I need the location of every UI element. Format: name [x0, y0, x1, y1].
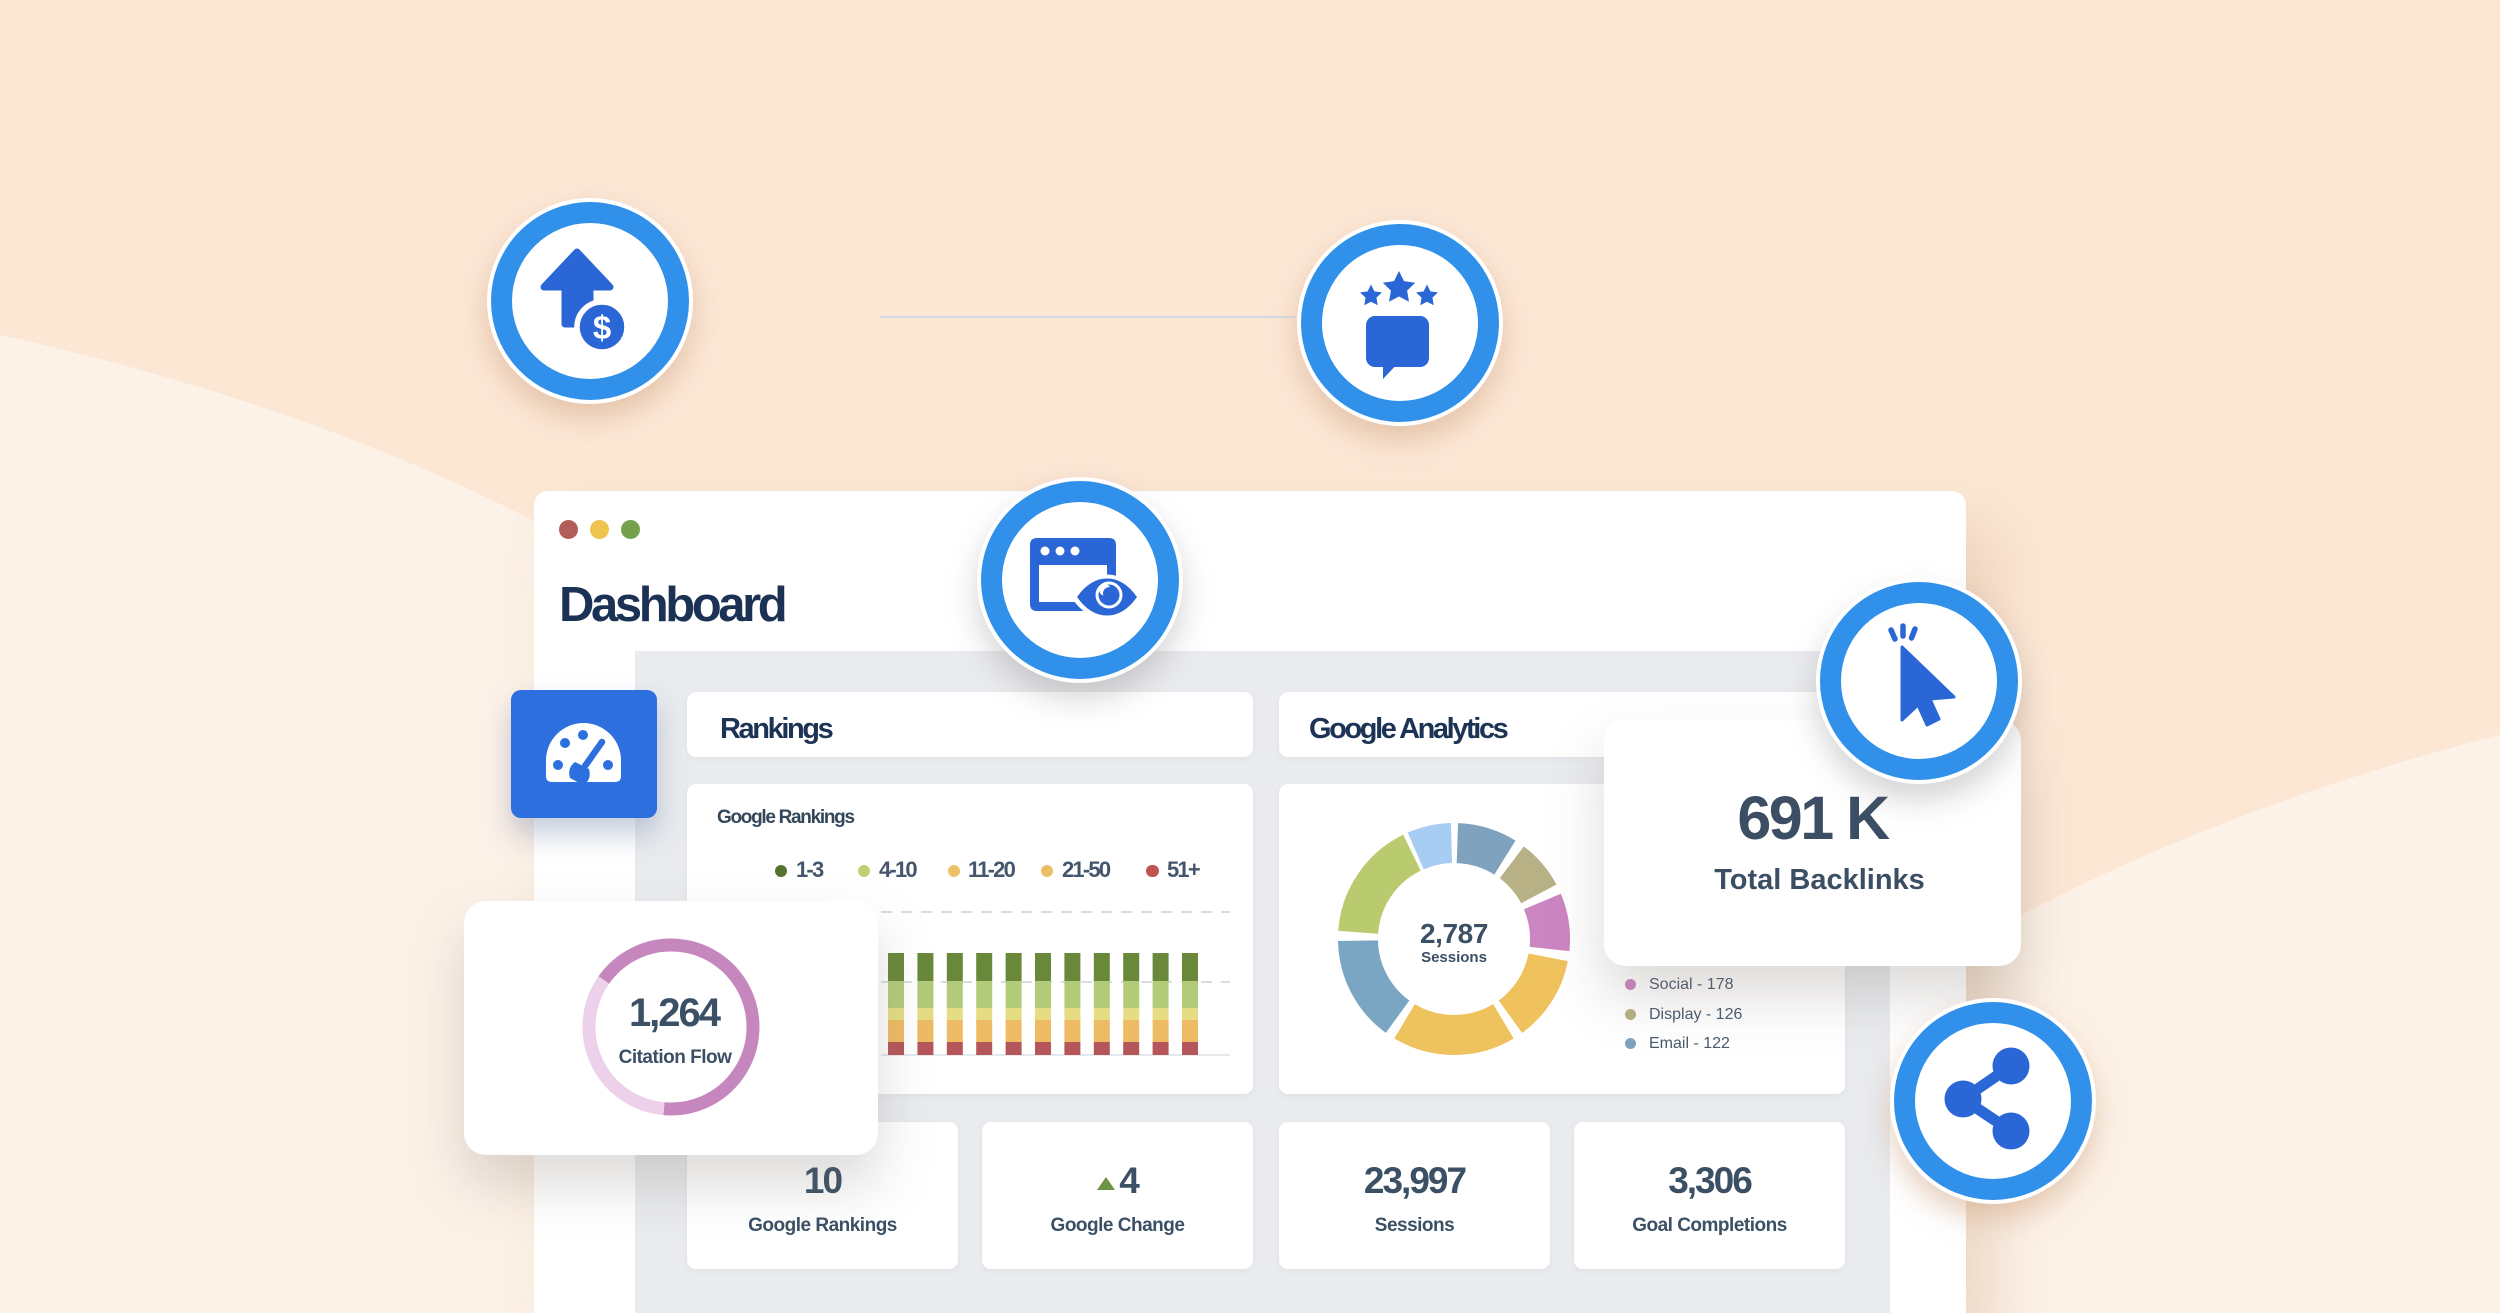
svg-text:$: $: [593, 309, 611, 346]
